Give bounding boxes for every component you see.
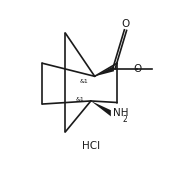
Polygon shape [91, 101, 111, 116]
Polygon shape [95, 66, 114, 76]
Text: 2: 2 [122, 115, 127, 124]
Text: HCl: HCl [82, 141, 100, 151]
Text: NH: NH [113, 108, 129, 118]
Text: O: O [121, 19, 130, 29]
Text: &1: &1 [80, 79, 89, 84]
Text: &1: &1 [76, 97, 85, 102]
Text: O: O [133, 64, 141, 74]
